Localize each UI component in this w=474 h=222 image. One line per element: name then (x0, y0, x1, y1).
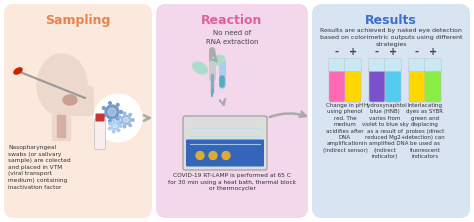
Circle shape (123, 125, 126, 128)
Circle shape (111, 123, 118, 129)
Text: Nasopharyngeal
swabs (or salivary
sample) are colected
and placed in VTM
(viral : Nasopharyngeal swabs (or salivary sample… (8, 145, 71, 190)
FancyBboxPatch shape (183, 116, 267, 170)
Ellipse shape (211, 55, 225, 65)
FancyBboxPatch shape (368, 59, 385, 71)
FancyBboxPatch shape (312, 4, 470, 218)
Circle shape (118, 122, 121, 124)
Circle shape (117, 120, 120, 123)
Circle shape (196, 151, 204, 159)
Circle shape (108, 108, 116, 116)
Text: -: - (335, 47, 339, 57)
FancyBboxPatch shape (4, 4, 152, 218)
FancyBboxPatch shape (95, 113, 104, 121)
Bar (52, 115, 70, 140)
Ellipse shape (14, 68, 22, 74)
Circle shape (209, 151, 217, 159)
FancyBboxPatch shape (409, 66, 425, 102)
Circle shape (129, 124, 131, 127)
Text: Sampling: Sampling (46, 14, 111, 27)
FancyBboxPatch shape (384, 59, 401, 71)
Circle shape (112, 119, 115, 122)
FancyBboxPatch shape (369, 66, 385, 102)
Bar (57, 115, 65, 137)
Circle shape (102, 115, 105, 117)
Circle shape (117, 118, 119, 121)
Circle shape (94, 94, 142, 142)
Circle shape (118, 116, 121, 118)
FancyBboxPatch shape (186, 139, 264, 166)
Text: Change in pH
using phenol
red. The
medium
acidifies after
DNA
amplification
(ind: Change in pH using phenol red. The mediu… (323, 103, 367, 153)
FancyBboxPatch shape (385, 66, 401, 102)
FancyBboxPatch shape (409, 59, 426, 71)
FancyBboxPatch shape (425, 59, 441, 71)
Circle shape (109, 120, 111, 122)
FancyBboxPatch shape (68, 86, 94, 116)
Text: -: - (375, 47, 379, 57)
Text: Results are achieved by naked eye detection
based on colorimetric outputs using : Results are achieved by naked eye detect… (320, 28, 462, 47)
Text: Hydroxynaphtol
blue (HNB)
varies from
violet to blue sky
as a result of
reduced : Hydroxynaphtol blue (HNB) varies from vi… (362, 103, 409, 159)
Circle shape (129, 113, 131, 116)
Text: Interlacating
dyes as SYBR
green and
displacing
probes (direct
detection) can
be: Interlacating dyes as SYBR green and dis… (405, 103, 445, 159)
FancyBboxPatch shape (345, 59, 362, 71)
Circle shape (120, 111, 122, 113)
FancyBboxPatch shape (329, 66, 345, 102)
Text: No need of
RNA extraction: No need of RNA extraction (206, 30, 258, 44)
Ellipse shape (37, 54, 87, 116)
FancyBboxPatch shape (345, 66, 361, 102)
Circle shape (102, 107, 105, 109)
Circle shape (113, 124, 117, 128)
FancyBboxPatch shape (328, 59, 346, 71)
Circle shape (109, 102, 111, 104)
Circle shape (109, 127, 111, 130)
Circle shape (123, 112, 126, 115)
Text: -: - (415, 47, 419, 57)
Circle shape (117, 129, 120, 132)
Ellipse shape (192, 62, 207, 74)
FancyBboxPatch shape (94, 119, 106, 149)
Circle shape (112, 130, 115, 133)
Text: +: + (389, 47, 397, 57)
FancyBboxPatch shape (156, 4, 308, 218)
Circle shape (109, 122, 111, 125)
Text: COVID-19 RT-LAMP is performed at 65 C
for 30 min using a heat bath, thermal bloc: COVID-19 RT-LAMP is performed at 65 C fo… (168, 173, 296, 191)
Text: +: + (349, 47, 357, 57)
Text: Results: Results (365, 14, 417, 27)
Circle shape (131, 119, 134, 121)
Circle shape (117, 103, 119, 106)
Circle shape (124, 117, 128, 123)
Text: +: + (429, 47, 437, 57)
Ellipse shape (63, 95, 77, 105)
Circle shape (121, 115, 130, 125)
Circle shape (119, 125, 122, 127)
Circle shape (222, 151, 230, 159)
Text: Reaction: Reaction (201, 14, 263, 27)
FancyBboxPatch shape (425, 66, 441, 102)
Circle shape (105, 105, 119, 119)
